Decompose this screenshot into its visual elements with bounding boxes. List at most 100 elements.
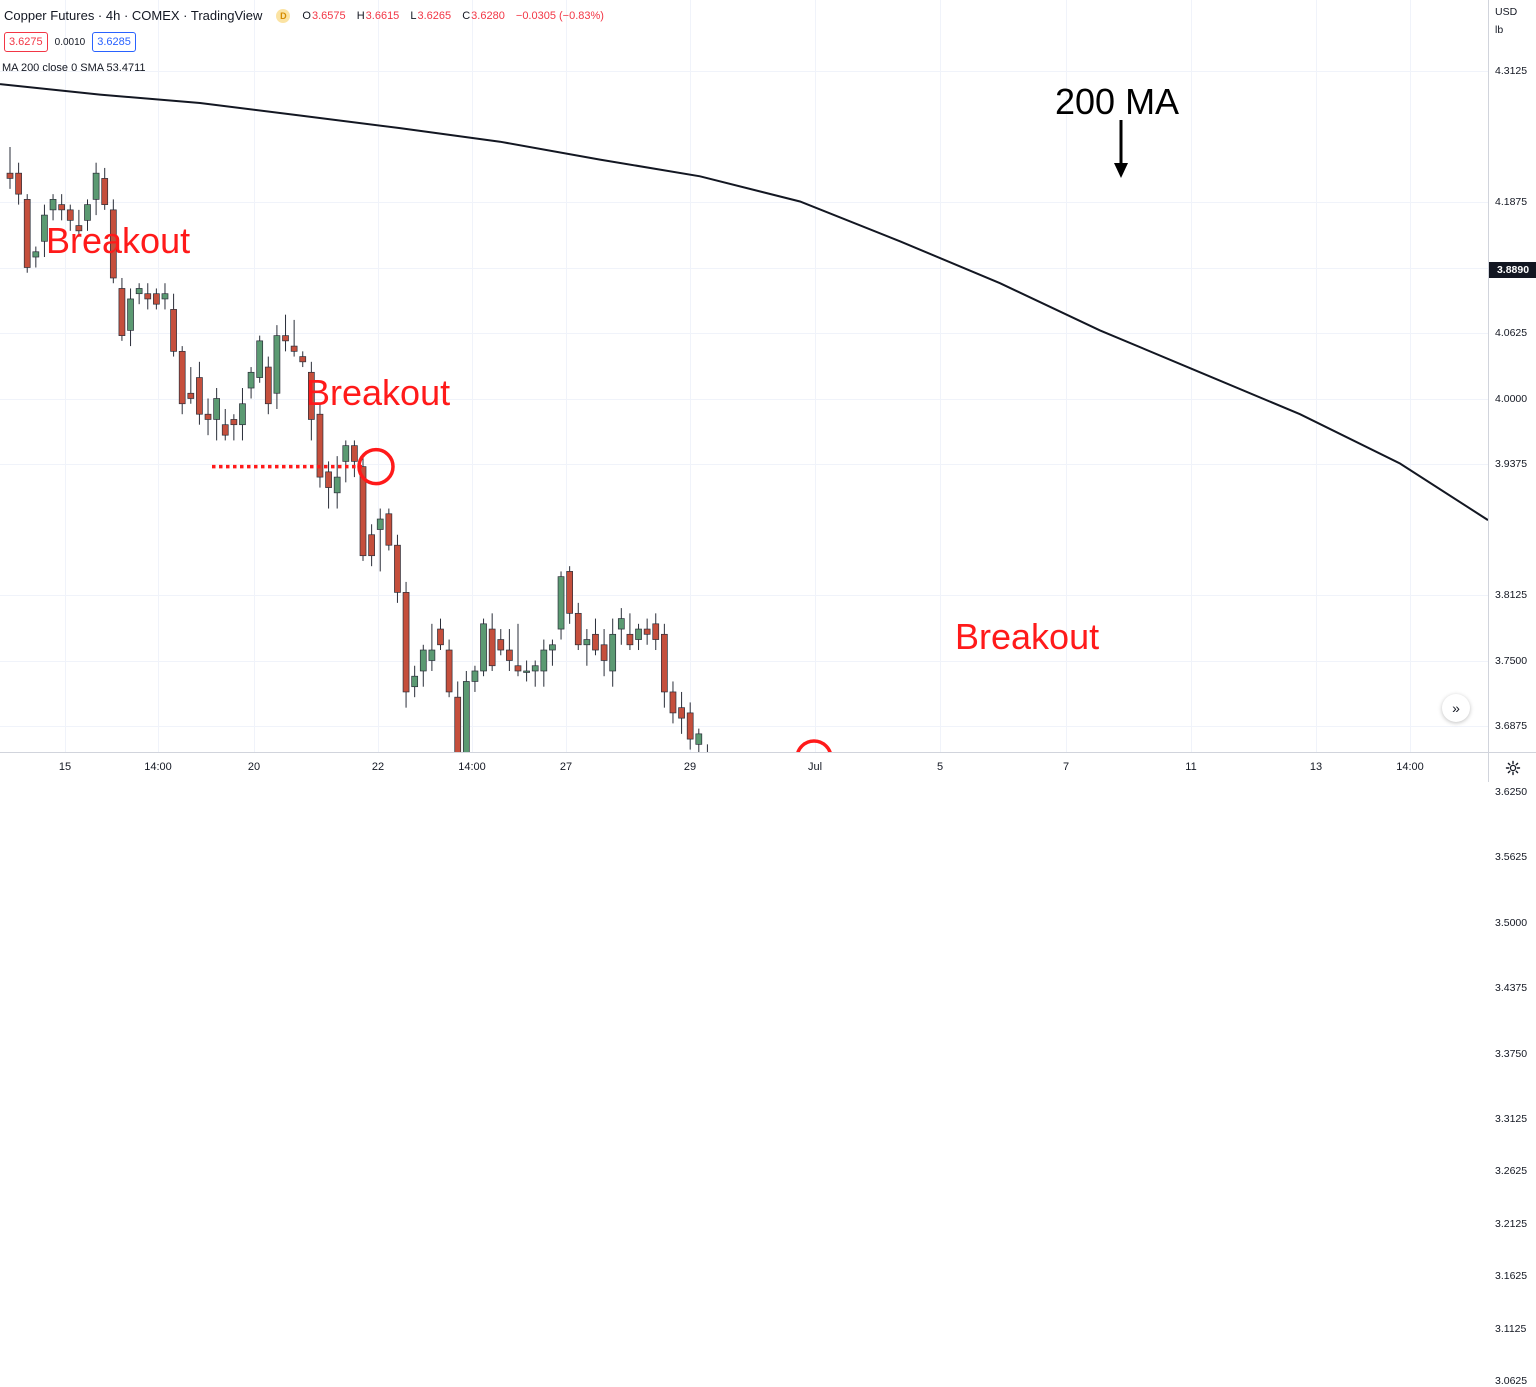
currency-label[interactable]: USD <box>1495 6 1518 18</box>
symbol-title[interactable]: Copper Futures · 4h · COMEX · TradingVie… <box>4 8 263 23</box>
candle-body-down <box>264 366 272 405</box>
candle <box>247 367 255 399</box>
candles-group <box>6 146 708 752</box>
candle <box>41 204 48 258</box>
candle <box>256 335 264 383</box>
price-tick-label: 3.0625 <box>1495 1375 1528 1387</box>
candle <box>523 660 530 682</box>
price-tick-label: 3.2625 <box>1495 1165 1528 1178</box>
candle <box>75 209 83 237</box>
candle-body-down <box>385 513 393 546</box>
candle-body-down <box>282 335 289 342</box>
ma-annotation-label: 200 MA <box>1055 81 1180 122</box>
symbol-legend[interactable]: Copper Futures · 4h · COMEX · TradingVie… <box>4 8 604 23</box>
time-tick-label: 13 <box>1309 761 1323 773</box>
candle-body-up <box>376 518 384 530</box>
price-tick-label: 3.2125 <box>1495 1217 1528 1230</box>
candlestick-chart[interactable] <box>0 0 1488 752</box>
breakout-label-2: Breakout <box>306 372 451 413</box>
price-tick-label: 3.3125 <box>1495 1113 1528 1125</box>
candle-body-up <box>583 639 591 646</box>
low-value: 3.6265 <box>417 9 452 22</box>
price-tick-label: 3.6875 <box>1495 720 1528 732</box>
candle <box>333 456 341 509</box>
candle <box>282 314 289 352</box>
candle-body-up <box>333 476 341 494</box>
candle-body-up <box>239 403 246 426</box>
candle-body-down <box>316 413 324 478</box>
candle-body-up <box>273 335 281 394</box>
candle-body-up <box>161 293 169 300</box>
time-axis[interactable]: 15 14:00 20 22 14:00 27 29 Jul 5 7 11 13 14:00 <box>0 752 1488 782</box>
candle <box>308 361 315 441</box>
candle <box>230 414 238 441</box>
candle <box>15 162 22 205</box>
candle <box>609 618 617 687</box>
candle <box>6 146 14 189</box>
candle <box>514 623 522 677</box>
candle-body-up <box>617 618 625 630</box>
price-tick-label: 3.1625 <box>1495 1270 1528 1283</box>
price-axis[interactable]: USD lb 4.31254.18754.12504.06254.00003.9… <box>1488 0 1536 1387</box>
candle-body-down <box>6 172 14 179</box>
chart-settings-button[interactable] <box>1488 752 1536 782</box>
unit-label[interactable]: lb <box>1495 24 1504 36</box>
candle-body-down <box>454 696 462 752</box>
candle-body-down <box>351 445 358 462</box>
candle-body-down <box>290 345 298 352</box>
candle <box>678 691 685 734</box>
candle <box>178 346 186 415</box>
candle <box>437 618 444 651</box>
indicator-legend[interactable]: MA 200 close 0 SMA 5 3.4711 <box>2 62 146 74</box>
price-tick-label: 3.1125 <box>1495 1322 1527 1335</box>
time-tick-label: 11 <box>1185 761 1197 773</box>
breakout-circle-2 <box>796 739 832 752</box>
price-tick-label: 4.3125 <box>1495 65 1528 77</box>
candle-body-down <box>299 356 307 363</box>
candle <box>592 618 599 656</box>
candle-body-down <box>497 639 505 651</box>
candle-body-up <box>635 628 642 640</box>
candle <box>359 456 367 561</box>
candle-body-up <box>523 670 530 673</box>
buy-price-button[interactable]: 3.6285 <box>92 32 136 52</box>
candle <box>497 629 505 656</box>
breakout-label-1: Breakout <box>46 220 191 261</box>
candle-body-up <box>471 670 479 682</box>
candle-body-up <box>32 251 40 258</box>
time-tick-label: 22 <box>371 761 385 773</box>
candle <box>540 639 548 687</box>
scroll-to-realtime-button[interactable]: » <box>1442 694 1470 722</box>
chart-plot-area[interactable]: Copper Futures · 4h · COMEX · TradingVie… <box>0 0 1488 752</box>
time-tick-label: 14:00 <box>144 761 172 773</box>
delayed-data-badge[interactable]: D <box>276 8 291 23</box>
candle <box>144 283 152 310</box>
change-value: −0.0305 (−0.83%) <box>515 9 604 22</box>
sell-price-button[interactable]: 3.6275 <box>4 32 48 52</box>
candle <box>187 367 195 404</box>
candle <box>325 461 332 509</box>
candle-body-down <box>506 649 513 661</box>
ma-indicator-label[interactable]: MA 200 close 0 SMA 5 <box>2 62 113 74</box>
candle-body-down <box>204 413 212 420</box>
candle-body-up <box>549 644 556 651</box>
candle <box>686 702 694 750</box>
ma-arrow-head <box>1114 163 1128 178</box>
candle <box>376 508 384 572</box>
candle <box>385 508 393 551</box>
candle <box>462 670 470 752</box>
candle-body-down <box>221 424 229 436</box>
candle-body-up <box>540 649 548 672</box>
candle-body-up <box>480 623 487 672</box>
ma200-line-group <box>0 83 1488 521</box>
ma200-line <box>0 83 1488 521</box>
candle <box>213 388 220 441</box>
candle-body-up <box>462 681 470 752</box>
candle <box>402 581 410 708</box>
candle-body-up <box>84 204 91 221</box>
candle <box>101 167 109 210</box>
price-tick-label: 4.1875 <box>1495 196 1528 208</box>
candle <box>471 665 479 692</box>
time-tick-label: 5 <box>936 761 944 773</box>
candle-body-down <box>437 628 444 646</box>
